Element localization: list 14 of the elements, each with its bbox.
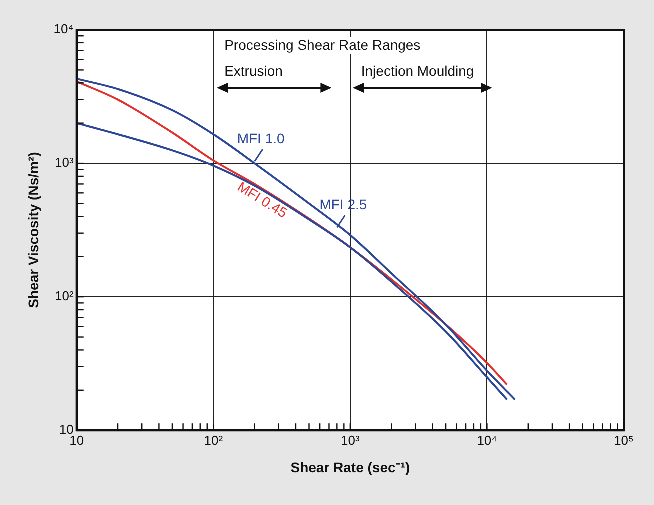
x-tick-label: 10³ [341,432,360,448]
annotation: Injection Moulding [361,63,474,79]
annotation: Extrusion [224,63,283,79]
y-tick-label: 10² [55,288,75,304]
annotation: MFI 0.45 [235,178,291,222]
y-axis-title: Shear Viscosity (Ns/m²) [25,152,42,308]
annotation: Processing Shear Rate Ranges [224,37,421,53]
y-tick-label: 10⁴ [54,22,74,37]
annotation: MFI 1.0 [237,130,286,147]
x-axis-title: Shear Rate (sec⁻¹) [290,459,410,476]
y-tick-label: 10³ [55,155,75,170]
x-tick-label: 10² [204,432,224,448]
x-tick-label: 10⁵ [614,432,634,448]
x-tick-label: 10⁴ [477,432,498,448]
